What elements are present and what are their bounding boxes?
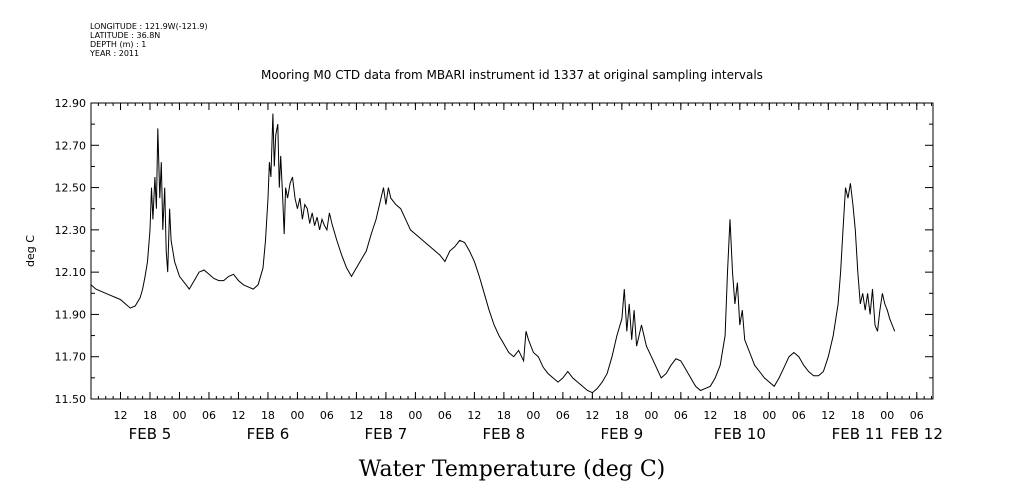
depth-text: DEPTH (m) : 1 <box>90 40 147 49</box>
x-tick-label: 18 <box>497 409 511 422</box>
day-label: FEB 6 <box>247 425 290 443</box>
day-label: FEB 10 <box>714 425 766 443</box>
day-label: FEB 11 <box>832 425 884 443</box>
x-tick-label: 06 <box>674 409 688 422</box>
x-tick-label: 06 <box>910 409 924 422</box>
series-line <box>90 113 896 394</box>
x-tick-label: 12 <box>703 409 717 422</box>
x-tick-label: 18 <box>379 409 393 422</box>
x-tick-label: 18 <box>851 409 865 422</box>
y-axis-label: deg C <box>24 235 37 267</box>
x-tick-label: 00 <box>526 409 540 422</box>
x-tick-label: 06 <box>202 409 216 422</box>
y-tick-label: 12.30 <box>55 224 87 237</box>
x-tick-label: 00 <box>880 409 894 422</box>
y-tick-label: 12.10 <box>55 266 87 279</box>
x-tick-label: 00 <box>290 409 304 422</box>
x-axis-label: Water Temperature (deg C) <box>359 457 666 482</box>
y-tick-label: 11.50 <box>55 393 87 406</box>
day-label: FEB 12 <box>891 425 943 443</box>
latitude-text: LATITUDE : 36.8N <box>90 31 161 40</box>
y-tick-label: 11.70 <box>55 351 87 364</box>
y-tick-label: 11.90 <box>55 308 87 321</box>
station-metadata: LONGITUDE : 121.9W(-121.9) LATITUDE : 36… <box>90 22 208 58</box>
day-label: FEB 5 <box>129 425 172 443</box>
day-label: FEB 7 <box>365 425 408 443</box>
y-tick-label: 12.50 <box>55 182 87 195</box>
x-tick-label: 18 <box>733 409 747 422</box>
day-label: FEB 8 <box>483 425 526 443</box>
x-tick-label: 12 <box>821 409 835 422</box>
longitude-text: LONGITUDE : 121.9W(-121.9) <box>90 22 208 31</box>
day-label: FEB 9 <box>600 425 643 443</box>
x-tick-label: 06 <box>320 409 334 422</box>
y-tick-label: 12.70 <box>55 139 87 152</box>
x-tick-label: 00 <box>762 409 776 422</box>
x-tick-label: 00 <box>644 409 658 422</box>
x-tick-label: 00 <box>172 409 186 422</box>
x-tick-label: 12 <box>585 409 599 422</box>
x-tick-label: 12 <box>349 409 363 422</box>
y-tick-label: 12.90 <box>55 97 87 110</box>
x-tick-label: 06 <box>556 409 570 422</box>
year-text: YEAR : 2011 <box>90 49 140 58</box>
x-tick-label: 06 <box>792 409 806 422</box>
x-tick-label: 18 <box>261 409 275 422</box>
x-tick-label: 18 <box>615 409 629 422</box>
x-tick-label: 06 <box>438 409 452 422</box>
x-tick-label: 12 <box>231 409 245 422</box>
x-tick-label: 18 <box>143 409 157 422</box>
chart-title: Mooring M0 CTD data from MBARI instrumen… <box>261 68 763 82</box>
x-tick-label: 12 <box>467 409 481 422</box>
x-tick-label: 00 <box>408 409 422 422</box>
x-tick-label: 12 <box>113 409 127 422</box>
